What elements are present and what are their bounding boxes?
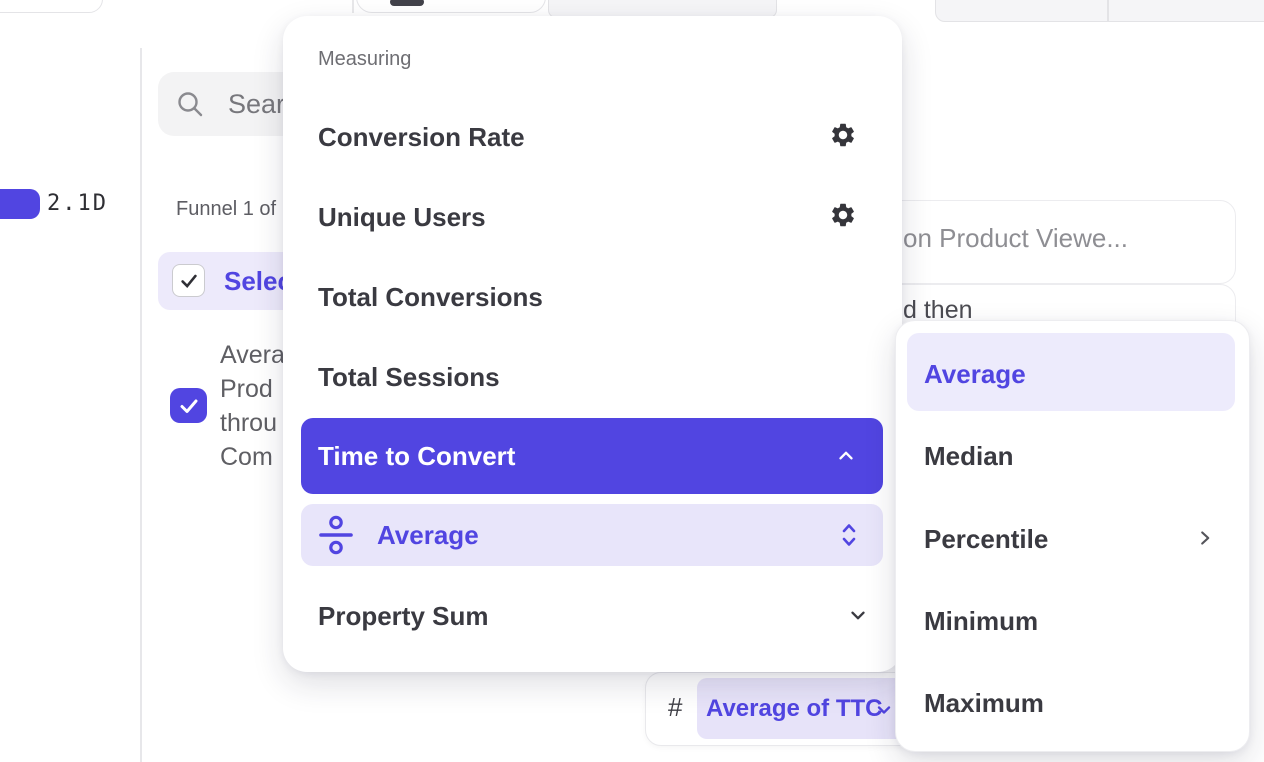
menu-item-average-aggregation[interactable]: Average [301, 504, 883, 566]
menu-item-conversion-rate[interactable]: Conversion Rate [318, 122, 525, 152]
step-description-line: Com [220, 443, 273, 471]
metric-pill[interactable] [697, 678, 932, 739]
checkmark-icon [180, 274, 197, 288]
number-type-icon: # [668, 692, 683, 722]
top-left-card [0, 0, 103, 13]
gear-icon[interactable] [829, 201, 857, 229]
search-input[interactable] [158, 72, 304, 136]
menu-item-label: Time to Convert [318, 440, 516, 471]
funnel-count-label: Funnel 1 of [176, 198, 277, 220]
agg-item-maximum[interactable]: Maximum [924, 688, 1044, 718]
vertical-divider [140, 48, 142, 762]
menu-item-total-conversions[interactable]: Total Conversions [318, 282, 543, 312]
then-label: d then [903, 296, 973, 324]
metric-pill-label: Average of TTC [706, 695, 883, 722]
dropdown-section-title: Measuring [318, 48, 412, 70]
agg-item-minimum[interactable]: Minimum [924, 606, 1039, 636]
chevron-up-icon [835, 445, 857, 467]
agg-item-median[interactable]: Median [924, 441, 1014, 471]
top-divider-line [352, 0, 354, 13]
chevron-down-icon [874, 700, 894, 720]
menu-item-label: Average [377, 519, 479, 550]
chevron-down-icon[interactable] [847, 604, 869, 626]
agg-item-average[interactable]: Average [924, 359, 1026, 389]
agg-item-percentile[interactable]: Percentile [924, 524, 1049, 554]
top-toolbar-button[interactable] [356, 0, 546, 13]
menu-item-unique-users[interactable]: Unique Users [318, 202, 486, 232]
menu-item-time-to-convert[interactable]: Time to Convert [301, 418, 883, 494]
step-description-line: throu [220, 409, 277, 437]
step-checkbox[interactable] [170, 388, 207, 423]
aggregation-dropdown: Average Median Percentile Minimum Maximu… [895, 320, 1250, 752]
select-all-label: Selec [224, 266, 292, 296]
step-color-badge[interactable] [0, 189, 40, 219]
selected-item-highlight [907, 333, 1235, 411]
menu-item-property-sum[interactable]: Property Sum [318, 601, 489, 631]
search-icon [175, 89, 205, 119]
search-placeholder: Sear [228, 89, 286, 119]
menu-item-total-sessions[interactable]: Total Sessions [318, 362, 500, 392]
divide-icon [317, 513, 355, 557]
up-down-chevrons-icon [839, 520, 859, 550]
checkmark-icon [180, 399, 197, 413]
tab-divider [1107, 0, 1109, 21]
gear-icon[interactable] [829, 121, 857, 149]
event-step-label: on Product Viewe... [903, 223, 1128, 253]
step-description-line: Avera [220, 341, 285, 369]
toolbar-button-icon [390, 0, 424, 6]
chevron-right-icon [1194, 527, 1216, 549]
step-description-line: Prod [220, 375, 273, 403]
top-right-tabs[interactable] [935, 0, 1264, 22]
measuring-dropdown: Measuring Conversion Rate Unique Users T… [283, 16, 902, 672]
select-all-checkbox[interactable] [172, 264, 205, 297]
step-badge-label: 2.1D [47, 191, 108, 216]
